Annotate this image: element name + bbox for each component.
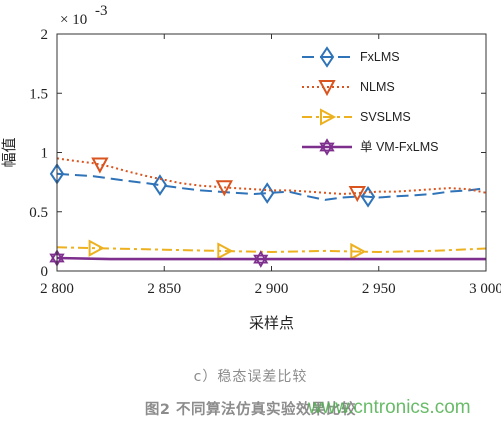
figure-caption: 图2 不同算法仿真实验效果比较 (144, 402, 357, 418)
y-tick-label: 0.5 (29, 205, 48, 221)
series-1-marker (260, 182, 275, 204)
x-axis-label: 采样点 (249, 314, 294, 332)
y-exponent-label: -3 (95, 3, 108, 19)
series-2-marker (215, 180, 233, 197)
series-line-4 (56, 256, 486, 261)
y-tick-label: 0 (41, 264, 49, 280)
sub-caption: c）稳态误差比较 (193, 369, 308, 385)
x-tick-label: 2 850 (147, 281, 181, 297)
x-tick-label: 2 800 (40, 281, 74, 297)
y-tick-label: 1 (41, 146, 49, 162)
hexagram-part (319, 142, 335, 156)
x-tick-label: 3 000 (469, 281, 501, 297)
series-layer (49, 157, 487, 268)
legend: FxLMS NLMS SVSLMS 单 VM-FxLMS (302, 46, 438, 156)
chart: 0 0.5 1 1.5 2 2 800 2 850 2 900 2 950 3 000 × 10 -3… (0, 3, 501, 332)
series-3-marker (88, 239, 105, 257)
watermark: www.cntronics.com (308, 397, 471, 418)
legend-marker-2 (318, 80, 336, 97)
x-tick-label: 2 950 (362, 281, 396, 297)
series-1-marker (360, 185, 376, 208)
series-3-marker (217, 242, 234, 260)
series-line-2 (56, 157, 487, 196)
y-multiplier-label: × 10 (60, 12, 87, 28)
hexagram-part (253, 254, 269, 268)
legend-label-1: FxLMS (360, 50, 400, 64)
series-4-marker (253, 250, 269, 268)
series-3-marker (350, 242, 367, 261)
legend-marker-3 (320, 108, 337, 126)
axes-layer: 0 0.5 1 1.5 2 2 800 2 850 2 900 2 950 3 000 × 10 -3… (0, 3, 501, 332)
series-2-marker (91, 157, 109, 174)
legend-label-2: NLMS (360, 80, 395, 94)
legend-label-4: 单 VM-FxLMS (360, 140, 438, 154)
hexagram-part (253, 250, 269, 264)
legend-label-3: SVSLMS (360, 110, 411, 124)
series-1-marker (152, 174, 168, 196)
x-tick-label: 2 900 (255, 281, 289, 297)
legend-marker-4 (319, 138, 335, 156)
series-2-marker (348, 186, 366, 203)
legend-marker-1 (319, 46, 335, 68)
y-axis-label: 幅值 (0, 137, 18, 167)
series-line-3 (56, 246, 487, 254)
series-line-1 (56, 172, 487, 201)
hexagram-part (319, 138, 335, 152)
y-tick-label: 2 (41, 27, 49, 43)
y-tick-label: 1.5 (29, 86, 48, 102)
